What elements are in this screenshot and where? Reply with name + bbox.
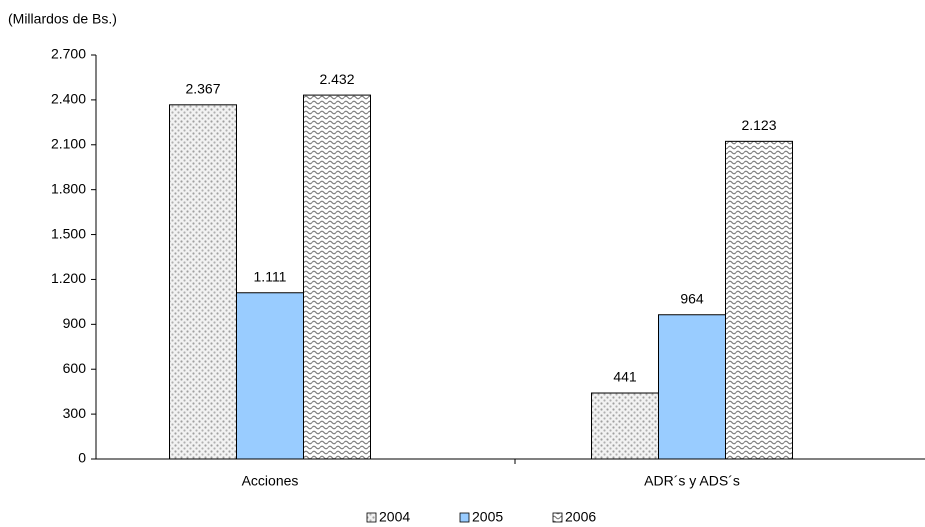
y-tick-label: 2.700 — [51, 46, 86, 62]
legend-label: 2005 — [472, 509, 503, 525]
value-label: 2.123 — [741, 117, 776, 133]
value-label: 441 — [613, 369, 637, 385]
value-label: 964 — [680, 290, 704, 306]
y-tick-label: 1.800 — [51, 180, 86, 196]
value-label: 1.111 — [254, 268, 287, 284]
bar — [169, 104, 237, 460]
legend-swatch — [459, 512, 470, 523]
value-label: 2.367 — [185, 81, 220, 97]
y-tick-label: 2.100 — [51, 135, 86, 151]
bar — [236, 292, 304, 460]
y-tick-label: 600 — [63, 360, 87, 376]
y-tick-label: 1.200 — [51, 270, 86, 286]
y-tick-label: 1.500 — [51, 225, 86, 241]
legend-swatch — [552, 512, 563, 523]
bar — [725, 140, 793, 460]
chart-title: (Millardos de Bs.) — [8, 11, 117, 27]
y-tick-label: 300 — [63, 405, 87, 421]
y-tick-label: 0 — [78, 450, 86, 466]
x-tick-label: ADR´s y ADS´s — [644, 473, 740, 489]
value-label: 2.432 — [319, 71, 354, 87]
x-tick-label: Acciones — [242, 473, 299, 489]
bar — [658, 314, 726, 460]
legend-label: 2004 — [379, 509, 410, 525]
legend-label: 2006 — [565, 509, 596, 525]
bar — [303, 94, 371, 460]
y-tick-label: 900 — [63, 315, 87, 331]
legend-swatch — [366, 512, 377, 523]
y-tick-label: 2.400 — [51, 91, 86, 107]
bar — [591, 392, 659, 460]
